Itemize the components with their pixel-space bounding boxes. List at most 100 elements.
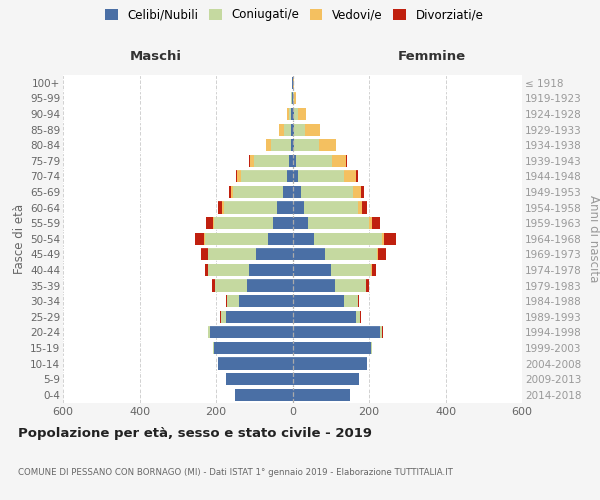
Bar xyxy=(353,186,361,198)
Bar xyxy=(346,154,347,167)
Bar xyxy=(293,139,295,151)
Bar xyxy=(293,154,296,167)
Bar xyxy=(271,139,290,151)
Bar xyxy=(254,154,289,167)
Bar xyxy=(241,170,287,182)
Bar xyxy=(293,202,304,213)
Bar xyxy=(293,232,314,245)
Bar xyxy=(235,388,293,401)
Bar xyxy=(344,170,356,182)
Bar xyxy=(266,139,271,151)
Bar xyxy=(208,264,248,276)
Bar xyxy=(215,280,247,291)
Bar xyxy=(233,186,283,198)
Bar xyxy=(378,248,386,260)
Bar xyxy=(290,139,293,151)
Bar xyxy=(274,217,293,229)
Bar xyxy=(356,310,360,323)
Bar xyxy=(335,280,366,291)
Bar xyxy=(356,170,358,182)
Bar xyxy=(213,217,214,229)
Bar xyxy=(231,186,233,198)
Bar xyxy=(218,358,293,370)
Bar xyxy=(293,358,367,370)
Text: Femmine: Femmine xyxy=(398,50,466,64)
Y-axis label: Fasce di età: Fasce di età xyxy=(13,204,26,274)
Bar xyxy=(206,217,213,229)
Bar xyxy=(291,124,293,136)
Bar xyxy=(385,232,396,245)
Bar xyxy=(277,202,293,213)
Bar xyxy=(289,108,292,120)
Bar xyxy=(344,295,358,307)
Bar xyxy=(293,124,294,136)
Bar xyxy=(284,124,291,136)
Bar xyxy=(293,388,350,401)
Text: COMUNE DI PESSANO CON BORNAGO (MI) - Dati ISTAT 1° gennaio 2019 - Elaborazione T: COMUNE DI PESSANO CON BORNAGO (MI) - Dat… xyxy=(18,468,453,477)
Bar xyxy=(295,139,319,151)
Bar xyxy=(358,295,359,307)
Bar xyxy=(293,170,298,182)
Bar xyxy=(236,170,237,182)
Bar xyxy=(218,202,222,213)
Bar xyxy=(292,108,293,120)
Bar xyxy=(289,154,293,167)
Bar xyxy=(293,108,298,120)
Bar xyxy=(331,264,371,276)
Bar xyxy=(362,202,367,213)
Bar xyxy=(293,264,331,276)
Bar xyxy=(293,310,356,323)
Bar xyxy=(227,295,239,307)
Bar xyxy=(196,232,204,245)
Legend: Celibi/Nubili, Coniugati/e, Vedovi/e, Divorziati/e: Celibi/Nubili, Coniugati/e, Vedovi/e, Di… xyxy=(102,6,486,24)
Bar xyxy=(280,124,284,136)
Bar xyxy=(308,217,369,229)
Bar xyxy=(226,310,293,323)
Bar xyxy=(221,310,226,323)
Bar xyxy=(332,154,346,167)
Bar xyxy=(292,92,293,104)
Bar xyxy=(208,248,256,260)
Y-axis label: Anni di nascita: Anni di nascita xyxy=(587,195,600,282)
Bar xyxy=(247,280,293,291)
Bar xyxy=(293,248,325,260)
Bar xyxy=(377,248,378,260)
Bar xyxy=(293,342,371,354)
Bar xyxy=(224,202,277,213)
Bar xyxy=(283,186,293,198)
Bar xyxy=(222,202,224,213)
Bar xyxy=(205,264,208,276)
Bar xyxy=(369,217,372,229)
Bar xyxy=(220,310,221,323)
Bar xyxy=(358,202,362,213)
Bar xyxy=(205,232,268,245)
Bar xyxy=(305,124,320,136)
Bar xyxy=(296,154,332,167)
Bar xyxy=(292,76,293,89)
Bar xyxy=(226,295,227,307)
Bar xyxy=(250,154,254,167)
Bar xyxy=(229,186,231,198)
Bar xyxy=(294,124,305,136)
Text: Maschi: Maschi xyxy=(130,50,182,64)
Bar xyxy=(239,295,293,307)
Bar xyxy=(268,232,293,245)
Bar xyxy=(226,373,293,385)
Bar xyxy=(360,310,361,323)
Bar xyxy=(293,373,359,385)
Bar xyxy=(256,248,293,260)
Bar xyxy=(210,326,293,338)
Bar xyxy=(293,280,335,291)
Bar xyxy=(201,248,208,260)
Bar xyxy=(382,232,385,245)
Bar xyxy=(298,108,306,120)
Bar xyxy=(301,186,353,198)
Bar xyxy=(294,92,296,104)
Bar xyxy=(293,295,344,307)
Bar xyxy=(372,217,380,229)
Bar xyxy=(371,264,376,276)
Bar xyxy=(214,217,274,229)
Bar xyxy=(304,202,358,213)
Bar xyxy=(287,108,289,120)
Bar xyxy=(293,186,301,198)
